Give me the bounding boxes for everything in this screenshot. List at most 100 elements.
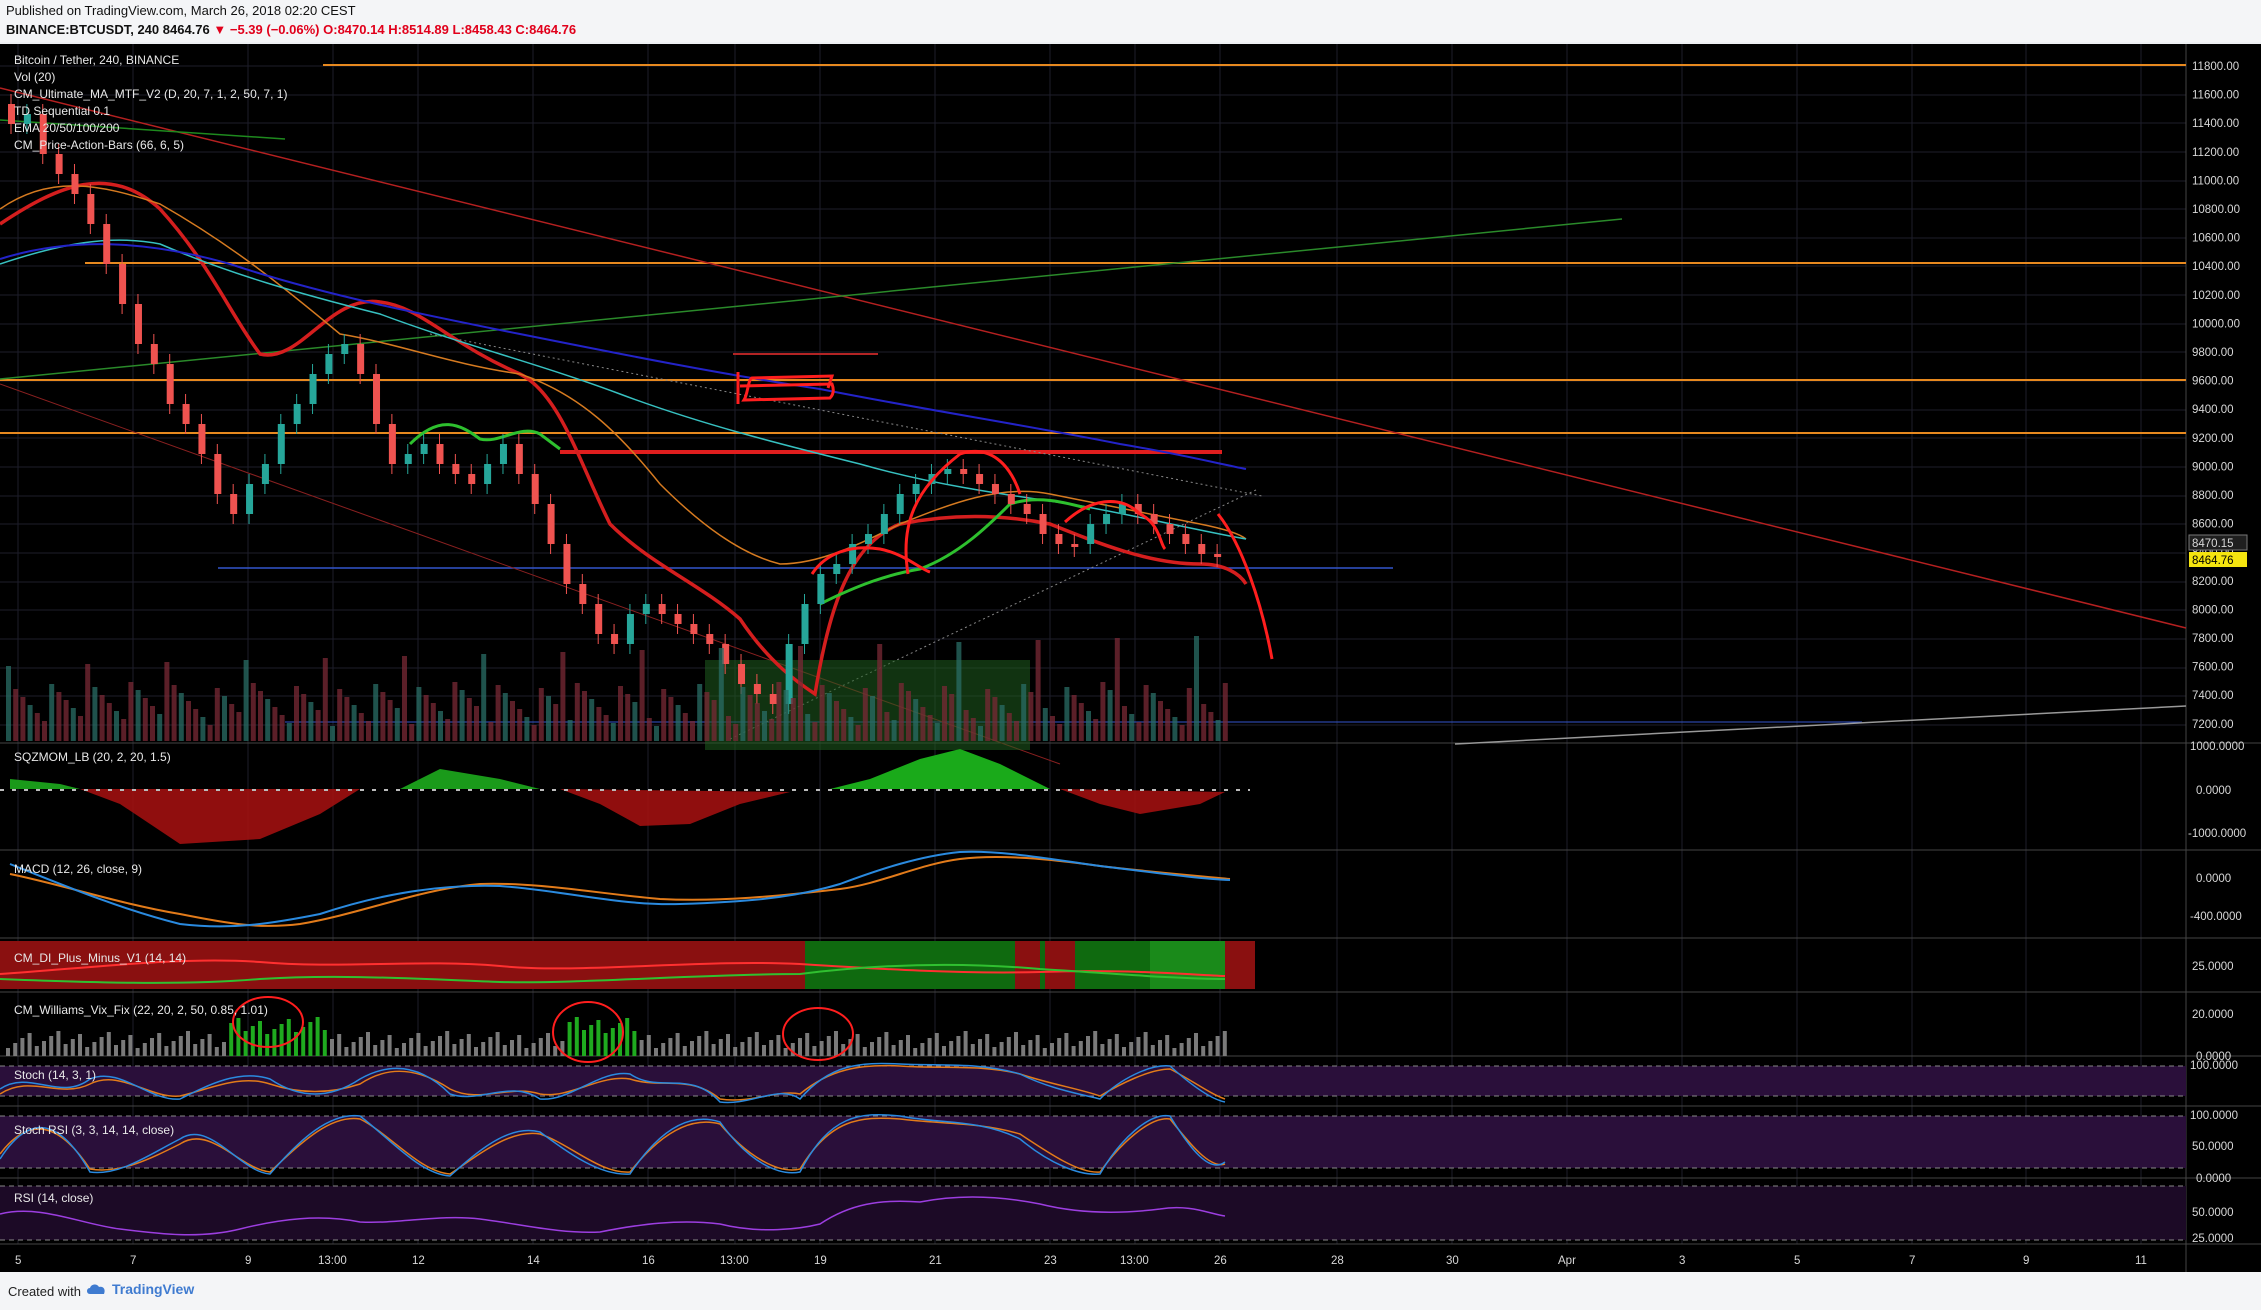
time-tick: 9 <box>2023 1255 2029 1267</box>
volume-bar <box>135 690 141 741</box>
price-tick: 10000.00 <box>2192 318 2240 330</box>
legend-volume: Vol (20) <box>14 70 55 84</box>
volume-bar <box>531 725 537 741</box>
volume-bar <box>826 693 832 741</box>
wvf-bar <box>718 1039 723 1056</box>
volume-bar <box>740 687 746 741</box>
wvf-bar <box>625 1018 630 1056</box>
cloud-icon <box>87 1284 105 1294</box>
candle-body <box>849 544 857 564</box>
candle-body <box>436 444 444 464</box>
wvf-bar <box>1093 1031 1098 1056</box>
wvf-bar <box>330 1039 334 1056</box>
tradingview-logo[interactable]: TradingView <box>86 1281 194 1297</box>
wvf-bar <box>920 1043 925 1056</box>
wvf-bar <box>1122 1047 1126 1056</box>
wvf-bar <box>675 1033 680 1056</box>
wvf-bar <box>438 1036 442 1056</box>
volume-bar <box>798 646 803 741</box>
volume-bar <box>121 719 127 741</box>
price-tick: 9400.00 <box>2192 404 2234 416</box>
volume-bar <box>538 688 544 741</box>
volume-bar <box>99 695 105 741</box>
volume-bar <box>690 721 695 741</box>
wvf-bar <box>1014 1032 1018 1056</box>
wvf-bar <box>272 1029 277 1056</box>
wvf-bar <box>1107 1039 1112 1056</box>
volume-bar <box>1006 713 1012 741</box>
stoch-pane <box>0 1062 2186 1104</box>
candle-body <box>23 114 31 124</box>
candle-body <box>1182 534 1190 544</box>
volume-bar <box>769 719 775 741</box>
wvf-bar <box>373 1045 378 1056</box>
time-tick: 30 <box>1446 1255 1459 1267</box>
volume-bar <box>819 685 825 741</box>
candle-body <box>499 444 507 464</box>
volume-bar <box>913 699 919 741</box>
price-tick: 9600.00 <box>2192 376 2234 388</box>
volume-bar <box>164 662 170 741</box>
wvf-bar <box>1100 1044 1105 1056</box>
header: Published on TradingView.com, March 26, … <box>0 0 2261 42</box>
wvf-bar <box>416 1033 421 1056</box>
wvf-bar <box>92 1042 97 1056</box>
candle-body <box>8 104 15 124</box>
volume-bar <box>668 697 674 741</box>
volume-bar <box>510 701 515 741</box>
wvf-bar <box>366 1032 370 1056</box>
time-axis[interactable]: 5 7 9 13:00 12 14 16 13:00 19 21 23 13:00 26 28 30 Apr 3… <box>15 1255 2147 1267</box>
time-tick: 13:00 <box>720 1255 749 1267</box>
wvf-bar <box>582 1030 586 1056</box>
wvf-bar <box>510 1040 514 1056</box>
volume-bar <box>6 666 11 741</box>
candle-body <box>1134 504 1142 514</box>
wvf-bar <box>661 1043 666 1056</box>
chart-area[interactable]: Bitcoin / Tether, 240, BINANCE Vol (20) … <box>0 44 2261 1272</box>
time-tick: 11 <box>2135 1255 2147 1267</box>
wvf-bar <box>128 1035 133 1056</box>
volume-bar <box>308 702 314 741</box>
volume-bar <box>560 652 566 741</box>
volume-bar <box>682 713 688 741</box>
volume-bar <box>978 726 983 741</box>
wvf-bar <box>243 1031 248 1056</box>
candle-body <box>420 444 428 454</box>
candle-body <box>769 694 777 704</box>
volume-bar <box>272 707 278 741</box>
candle-body <box>611 634 619 644</box>
time-tick: 9 <box>245 1255 251 1267</box>
volume-bar <box>567 720 573 741</box>
volume-bar <box>1107 690 1113 741</box>
wvf-bar <box>49 1036 54 1056</box>
candle-body <box>674 614 682 624</box>
wvf-bar <box>963 1031 968 1056</box>
wvf-bar <box>877 1037 882 1056</box>
volume-bar <box>265 699 271 741</box>
sqzmom-tick-bottom: -1000.0000 <box>2188 828 2246 840</box>
volume-bar <box>322 658 328 741</box>
last-price-tag-text: 8464.76 <box>2192 555 2234 567</box>
wvf-bar <box>704 1031 709 1056</box>
volume-bar <box>459 690 465 741</box>
candle-body <box>896 494 904 514</box>
volume-bar <box>956 642 962 741</box>
volume-bar <box>574 683 580 741</box>
candle-body <box>1023 504 1031 514</box>
volume-bar <box>783 690 789 741</box>
wvf-bar <box>502 1045 507 1056</box>
volume-bar <box>898 683 904 741</box>
volume-bar <box>1150 693 1156 741</box>
candle-body <box>277 424 285 464</box>
wvf-bar <box>1129 1042 1134 1056</box>
volume-bar <box>1057 724 1063 741</box>
price-axis[interactable]: 11800.00 11600.00 11400.00 11200.00 11000.00… <box>2192 61 2240 731</box>
wvf-bar <box>726 1034 730 1056</box>
volume-bar <box>78 716 83 741</box>
wvf-bar <box>589 1025 594 1056</box>
stoch-rsi-label: Stoch RSI (3, 3, 14, 14, close) <box>14 1123 174 1137</box>
volume-bar <box>258 691 263 741</box>
price-tick: 9200.00 <box>2192 433 2234 445</box>
volume-bar <box>1201 704 1207 741</box>
volume-bar <box>1042 708 1048 741</box>
